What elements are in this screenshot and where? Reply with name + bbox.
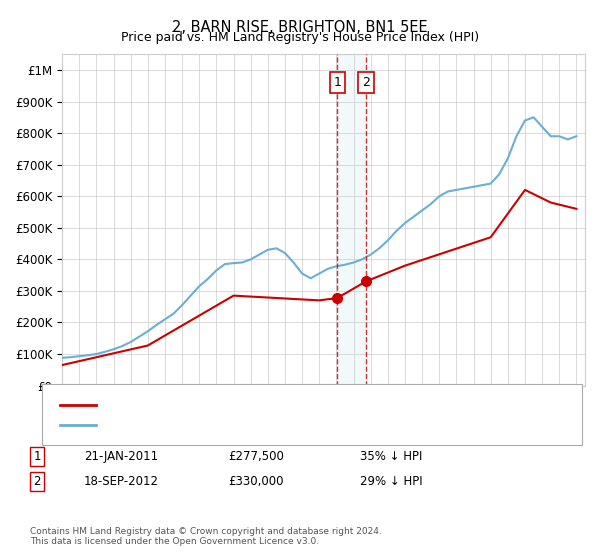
Text: 2: 2: [362, 76, 370, 89]
Text: £330,000: £330,000: [228, 475, 284, 488]
Text: 1: 1: [334, 76, 341, 89]
Text: Price paid vs. HM Land Registry's House Price Index (HPI): Price paid vs. HM Land Registry's House …: [121, 31, 479, 44]
Text: 21-JAN-2011: 21-JAN-2011: [84, 450, 158, 463]
Text: £277,500: £277,500: [228, 450, 284, 463]
Text: 18-SEP-2012: 18-SEP-2012: [84, 475, 159, 488]
Text: 2, BARN RISE, BRIGHTON, BN1 5EE (detached house): 2, BARN RISE, BRIGHTON, BN1 5EE (detache…: [105, 400, 402, 410]
Text: HPI: Average price, detached house, Brighton and Hove: HPI: Average price, detached house, Brig…: [105, 421, 416, 431]
Text: 29% ↓ HPI: 29% ↓ HPI: [360, 475, 422, 488]
Text: 35% ↓ HPI: 35% ↓ HPI: [360, 450, 422, 463]
Text: Contains HM Land Registry data © Crown copyright and database right 2024.
This d: Contains HM Land Registry data © Crown c…: [30, 526, 382, 546]
Text: 1: 1: [34, 450, 41, 463]
Bar: [337, 54, 366, 386]
Text: 2: 2: [34, 475, 41, 488]
Text: 2, BARN RISE, BRIGHTON, BN1 5EE: 2, BARN RISE, BRIGHTON, BN1 5EE: [172, 20, 428, 35]
